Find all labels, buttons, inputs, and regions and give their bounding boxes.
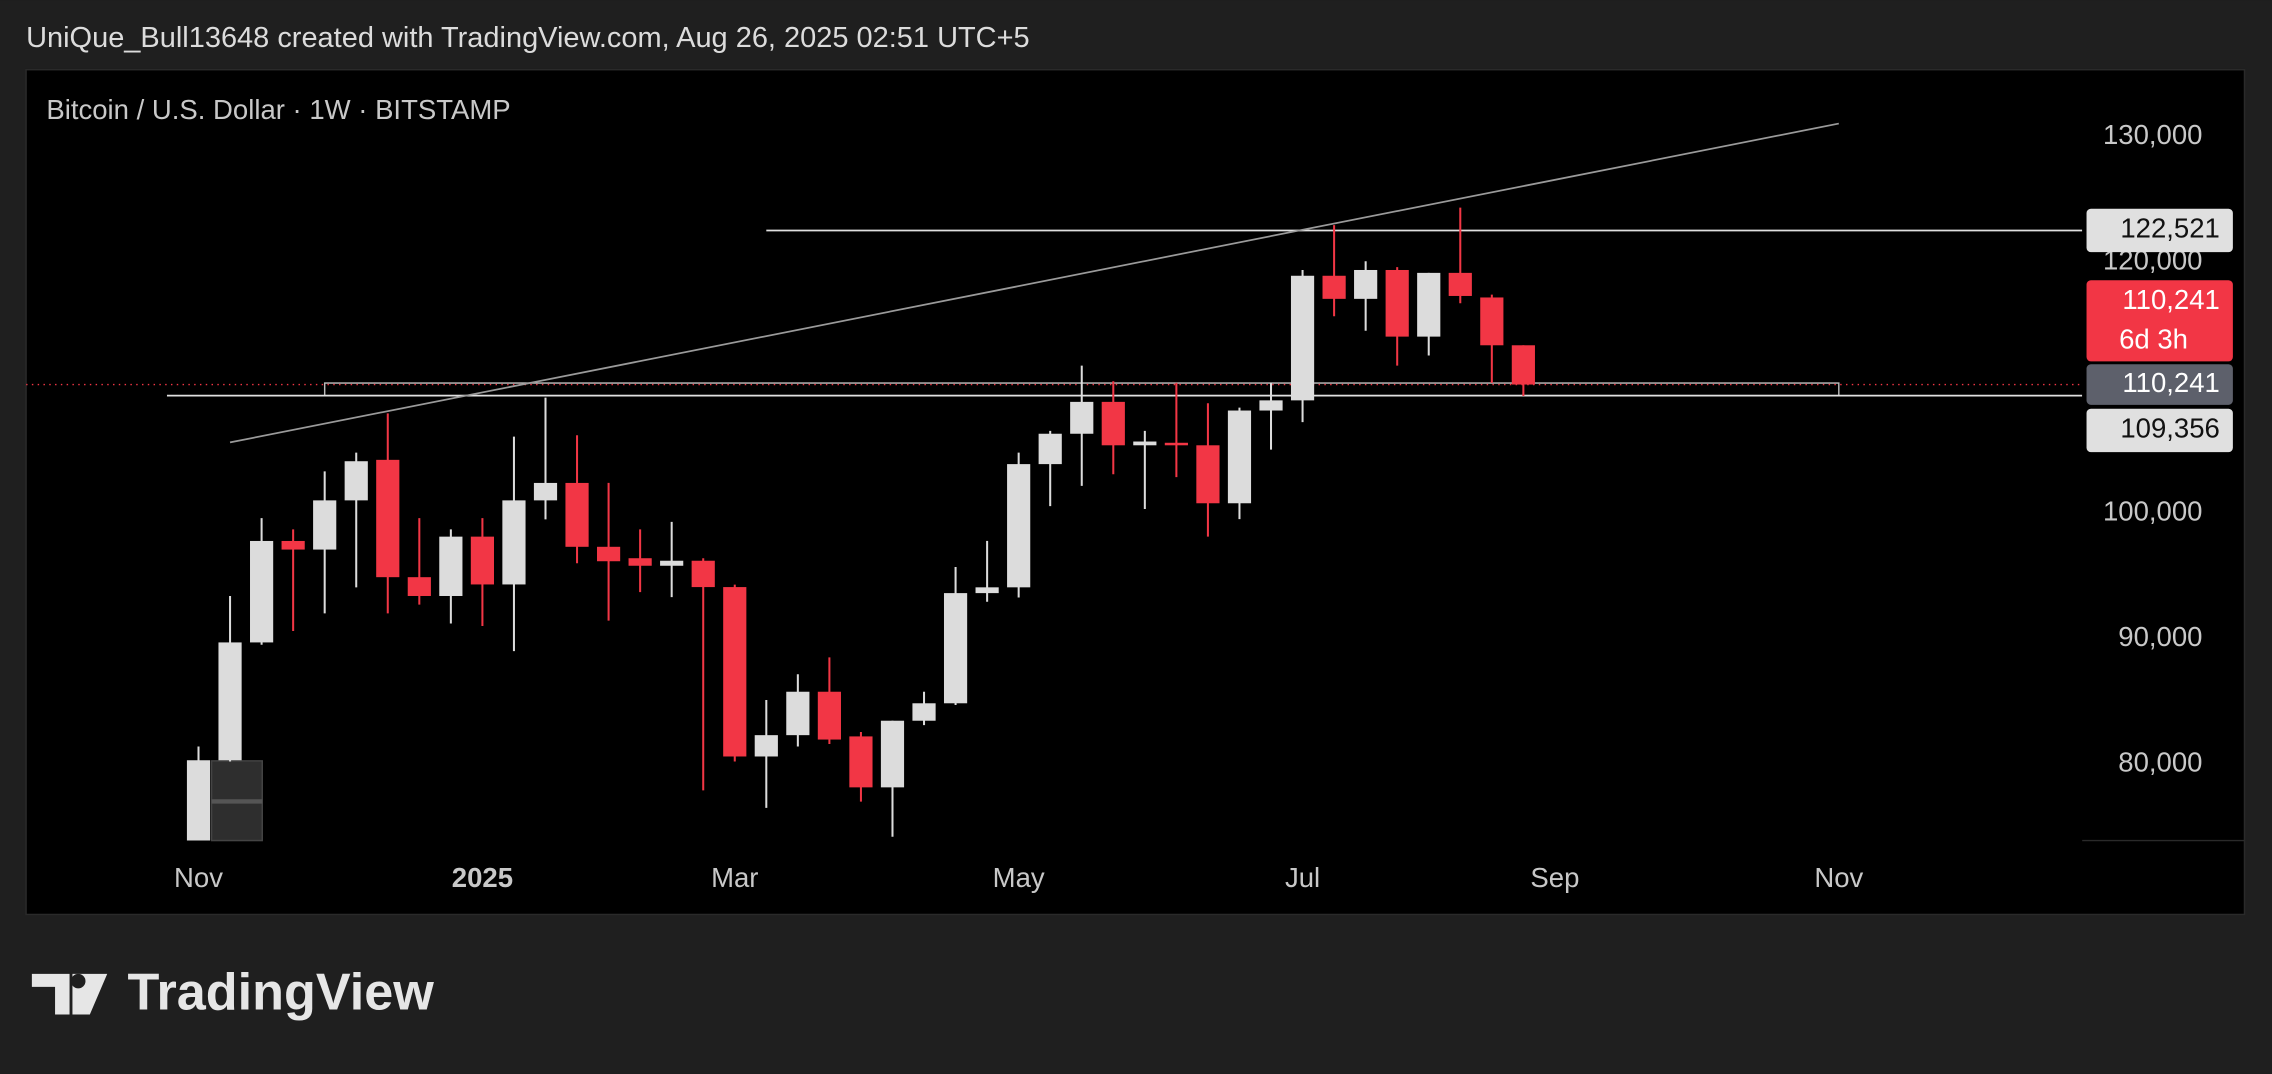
candle-body [186,760,211,841]
candle-body [344,461,368,501]
countdown: 6d 3h [2119,323,2188,354]
candle-body [1038,433,1062,465]
candle-body [1385,269,1409,337]
y-tick-label: 90,000 [2118,621,2202,652]
candle-body [565,482,589,547]
candle-body [754,735,778,757]
y-tick-label: 130,000 [2103,119,2202,150]
candle-body [250,540,274,643]
candle-body [660,560,684,566]
y-tick-label: 80,000 [2118,746,2202,777]
candle-body [533,482,558,501]
candle-body [502,500,526,585]
x-tick-label: 2025 [452,862,513,893]
candle-body [313,500,337,550]
x-tick-label: Sep [1530,862,1579,893]
candle-body [1480,297,1504,346]
candle-body [439,536,463,596]
price-label-box [2086,408,2233,453]
price-label: 122,521 [2120,213,2219,244]
candle-body [880,720,905,788]
price-label-box [2086,280,2233,362]
candle-body [1322,275,1346,299]
candle-body [628,558,652,566]
x-tick-label: May [993,862,1045,893]
candle-body [786,691,810,736]
candle-body [1511,345,1535,385]
candle-body [1070,401,1094,434]
x-tick-label: Mar [711,862,758,893]
price-label-box [2086,364,2233,405]
candle-body [1290,275,1315,401]
logo-text: TradingView [128,963,435,1021]
candle-body [1133,441,1157,446]
x-tick-label: Nov [174,862,223,893]
candle-body [1417,272,1441,337]
plot-area [26,122,2083,841]
candle-body [218,642,242,761]
logo-icon [31,973,108,1015]
price-label: 110,241 [2122,367,2219,398]
candle-body [407,577,431,596]
y-tick-label: 100,000 [2103,495,2202,526]
logo-icon-dot [71,973,86,989]
chart-title: Bitcoin / U.S. Dollar · 1W · BITSTAMP [46,94,510,125]
candle-body [1164,442,1188,446]
candle-body [470,536,495,585]
candle-body [1448,272,1472,296]
candle-body [1007,464,1031,588]
price-label: 109,356 [2120,413,2219,444]
price-label: 110,241 [2122,284,2219,315]
candle-body [1259,400,1283,411]
candle-body [691,560,715,588]
trend-line [229,122,1839,444]
candle-body [943,593,968,704]
price-label-box [2086,208,2233,253]
candle-body [1101,401,1125,446]
candle-body [817,691,841,740]
candle-body [1354,269,1378,299]
candle-body [1227,410,1252,504]
candle-body [975,587,999,594]
candle-body [281,540,305,550]
candle-body [1196,445,1220,504]
x-tick-label: Nov [1814,862,1863,893]
header-text: UniQue_Bull13648 created with TradingVie… [26,22,1030,54]
candle-body [376,459,400,578]
candle-body [596,546,621,562]
candle-body [723,587,747,757]
x-tick-label: Jul [1285,862,1320,893]
candle-body [912,703,936,721]
logo: TradingView [31,963,435,1021]
candle-body [849,736,873,788]
